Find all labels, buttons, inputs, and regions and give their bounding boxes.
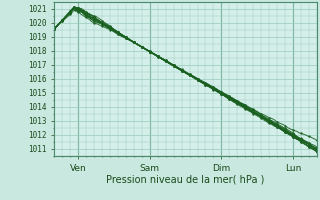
X-axis label: Pression niveau de la mer( hPa ): Pression niveau de la mer( hPa ) [107,174,265,184]
